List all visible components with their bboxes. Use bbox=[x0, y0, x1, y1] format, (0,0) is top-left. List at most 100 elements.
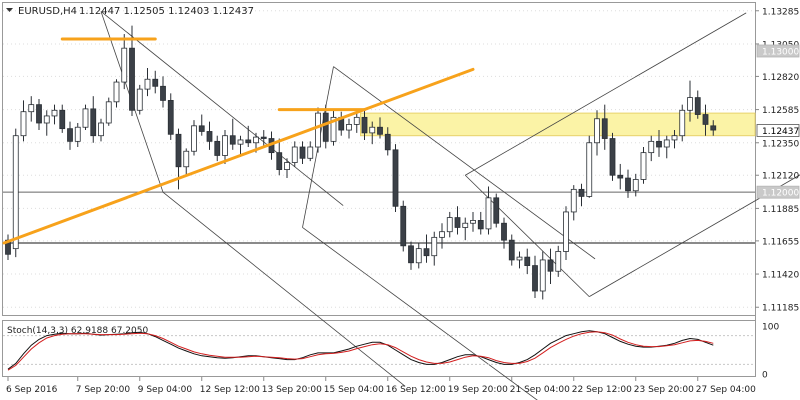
triangle-down-icon[interactable] bbox=[6, 8, 13, 12]
time-axis-label: 22 Sep 12:00 bbox=[572, 385, 632, 395]
price-axis-label: 1.13285 bbox=[762, 7, 799, 17]
time-axis-label: 9 Sep 04:00 bbox=[138, 385, 193, 395]
bearish-candle bbox=[198, 125, 205, 132]
bullish-candle bbox=[144, 78, 151, 90]
resistance-zone bbox=[360, 112, 756, 137]
bearish-candle bbox=[547, 259, 554, 272]
time-axis-label: 13 Sep 20:00 bbox=[262, 385, 322, 395]
bullish-candle bbox=[183, 150, 190, 168]
bullish-candle bbox=[191, 125, 197, 152]
channel-parallel-line bbox=[589, 174, 800, 297]
bearish-candle bbox=[322, 112, 329, 142]
bullish-candle bbox=[136, 88, 143, 111]
bearish-candle bbox=[214, 140, 221, 156]
level-tag-label: 1.13000 bbox=[762, 48, 799, 58]
bullish-candle bbox=[353, 116, 360, 125]
price-axis-label: 1.12350 bbox=[762, 139, 799, 149]
bullish-candle bbox=[222, 135, 228, 156]
bearish-candle bbox=[625, 177, 631, 192]
bullish-candle bbox=[43, 115, 50, 124]
channel-lines bbox=[100, 11, 800, 400]
bearish-candle bbox=[377, 126, 383, 135]
bearish-candle bbox=[578, 188, 585, 197]
stoch-axis-label: 0 bbox=[762, 371, 768, 381]
time-axis-label: 16 Sep 12:00 bbox=[386, 385, 446, 395]
bullish-candle bbox=[446, 217, 453, 233]
bullish-candle bbox=[237, 139, 244, 145]
level-tag bbox=[756, 185, 800, 199]
time-axis-labels[interactable]: 6 Sep 2016 7 Sep 20:00 9 Sep 04:00 12 Sep 1… bbox=[6, 377, 756, 395]
level-tag-label: 1.12000 bbox=[762, 189, 799, 199]
bearish-candle bbox=[702, 114, 709, 125]
bearish-candle bbox=[400, 205, 407, 247]
bullish-candle bbox=[369, 126, 376, 134]
bearish-candle bbox=[408, 245, 414, 264]
bearish-candle bbox=[524, 256, 531, 266]
bearish-candle bbox=[392, 149, 399, 207]
bullish-candle bbox=[563, 211, 569, 252]
bullish-candle bbox=[74, 126, 81, 142]
bullish-candle bbox=[121, 47, 128, 83]
channel-parallel-line bbox=[162, 191, 406, 387]
bullish-candle bbox=[431, 236, 438, 257]
time-axis-label: 19 Sep 20:00 bbox=[448, 385, 508, 395]
bearish-candle bbox=[206, 131, 213, 142]
bearish-candle bbox=[384, 133, 391, 151]
bearish-candle bbox=[59, 109, 66, 130]
bullish-candle bbox=[586, 142, 593, 197]
time-axis-label: 6 Sep 2016 bbox=[6, 385, 58, 395]
time-axis-label: 12 Sep 12:00 bbox=[200, 385, 260, 395]
bullish-candle bbox=[594, 118, 600, 144]
bearish-candle bbox=[90, 108, 97, 137]
price-axis-label: 1.11885 bbox=[762, 205, 799, 215]
price-axis-label: 1.11420 bbox=[762, 271, 799, 281]
bullish-candle bbox=[284, 162, 290, 170]
stoch-main-line bbox=[7, 330, 714, 370]
bullish-candle bbox=[315, 112, 321, 148]
stoch-axis-labels: 100 0 bbox=[762, 323, 779, 381]
bearish-candle bbox=[36, 104, 42, 124]
time-axis-label: 21 Sep 04:00 bbox=[510, 385, 570, 395]
channel-main-line bbox=[465, 12, 747, 176]
horizontal-levels bbox=[3, 191, 755, 244]
bearish-candle bbox=[423, 248, 430, 257]
bullish-candle bbox=[307, 146, 314, 159]
level-tag bbox=[756, 44, 800, 58]
bearish-candle bbox=[656, 140, 662, 148]
bearish-candle bbox=[601, 118, 608, 139]
bullish-candle bbox=[330, 116, 337, 142]
bullish-candle bbox=[663, 139, 670, 148]
bearish-candle bbox=[501, 222, 507, 241]
bullish-candle bbox=[105, 101, 112, 124]
chart-ohlc-values: 1.12447 1.12505 1.12403 1.12437 bbox=[79, 6, 254, 17]
bearish-candle bbox=[299, 146, 306, 159]
stoch-axis-label: 100 bbox=[762, 323, 779, 333]
trendline-layer bbox=[2, 37, 475, 245]
price-level-tags: 1.13000 1.12437 1.12000 bbox=[756, 44, 800, 199]
current-price-tag bbox=[756, 124, 800, 137]
support-trendline bbox=[2, 67, 475, 245]
price-axis-label: 1.12585 bbox=[762, 106, 799, 116]
bearish-candle bbox=[493, 197, 500, 224]
bullish-candle bbox=[640, 152, 647, 180]
bearish-candle bbox=[175, 133, 182, 168]
bullish-candle bbox=[346, 124, 352, 131]
bullish-candle bbox=[555, 251, 562, 272]
bullish-candle bbox=[671, 135, 678, 141]
bullish-candle bbox=[648, 140, 655, 154]
bullish-candle bbox=[570, 188, 577, 213]
bearish-candle bbox=[67, 128, 73, 142]
price-grid bbox=[3, 10, 755, 308]
bullish-candle bbox=[51, 109, 58, 117]
bullish-candle bbox=[253, 136, 259, 144]
current-price-label: 1.12437 bbox=[762, 127, 799, 137]
bullish-candle bbox=[462, 222, 469, 228]
bullish-candle bbox=[20, 111, 27, 137]
time-axis-label: 23 Sep 20:00 bbox=[634, 385, 694, 395]
bullish-candle bbox=[485, 197, 492, 230]
bullish-candle bbox=[12, 135, 19, 250]
bullish-candle bbox=[632, 179, 639, 192]
channel-main-line bbox=[333, 66, 596, 260]
bearish-candle bbox=[245, 139, 252, 144]
